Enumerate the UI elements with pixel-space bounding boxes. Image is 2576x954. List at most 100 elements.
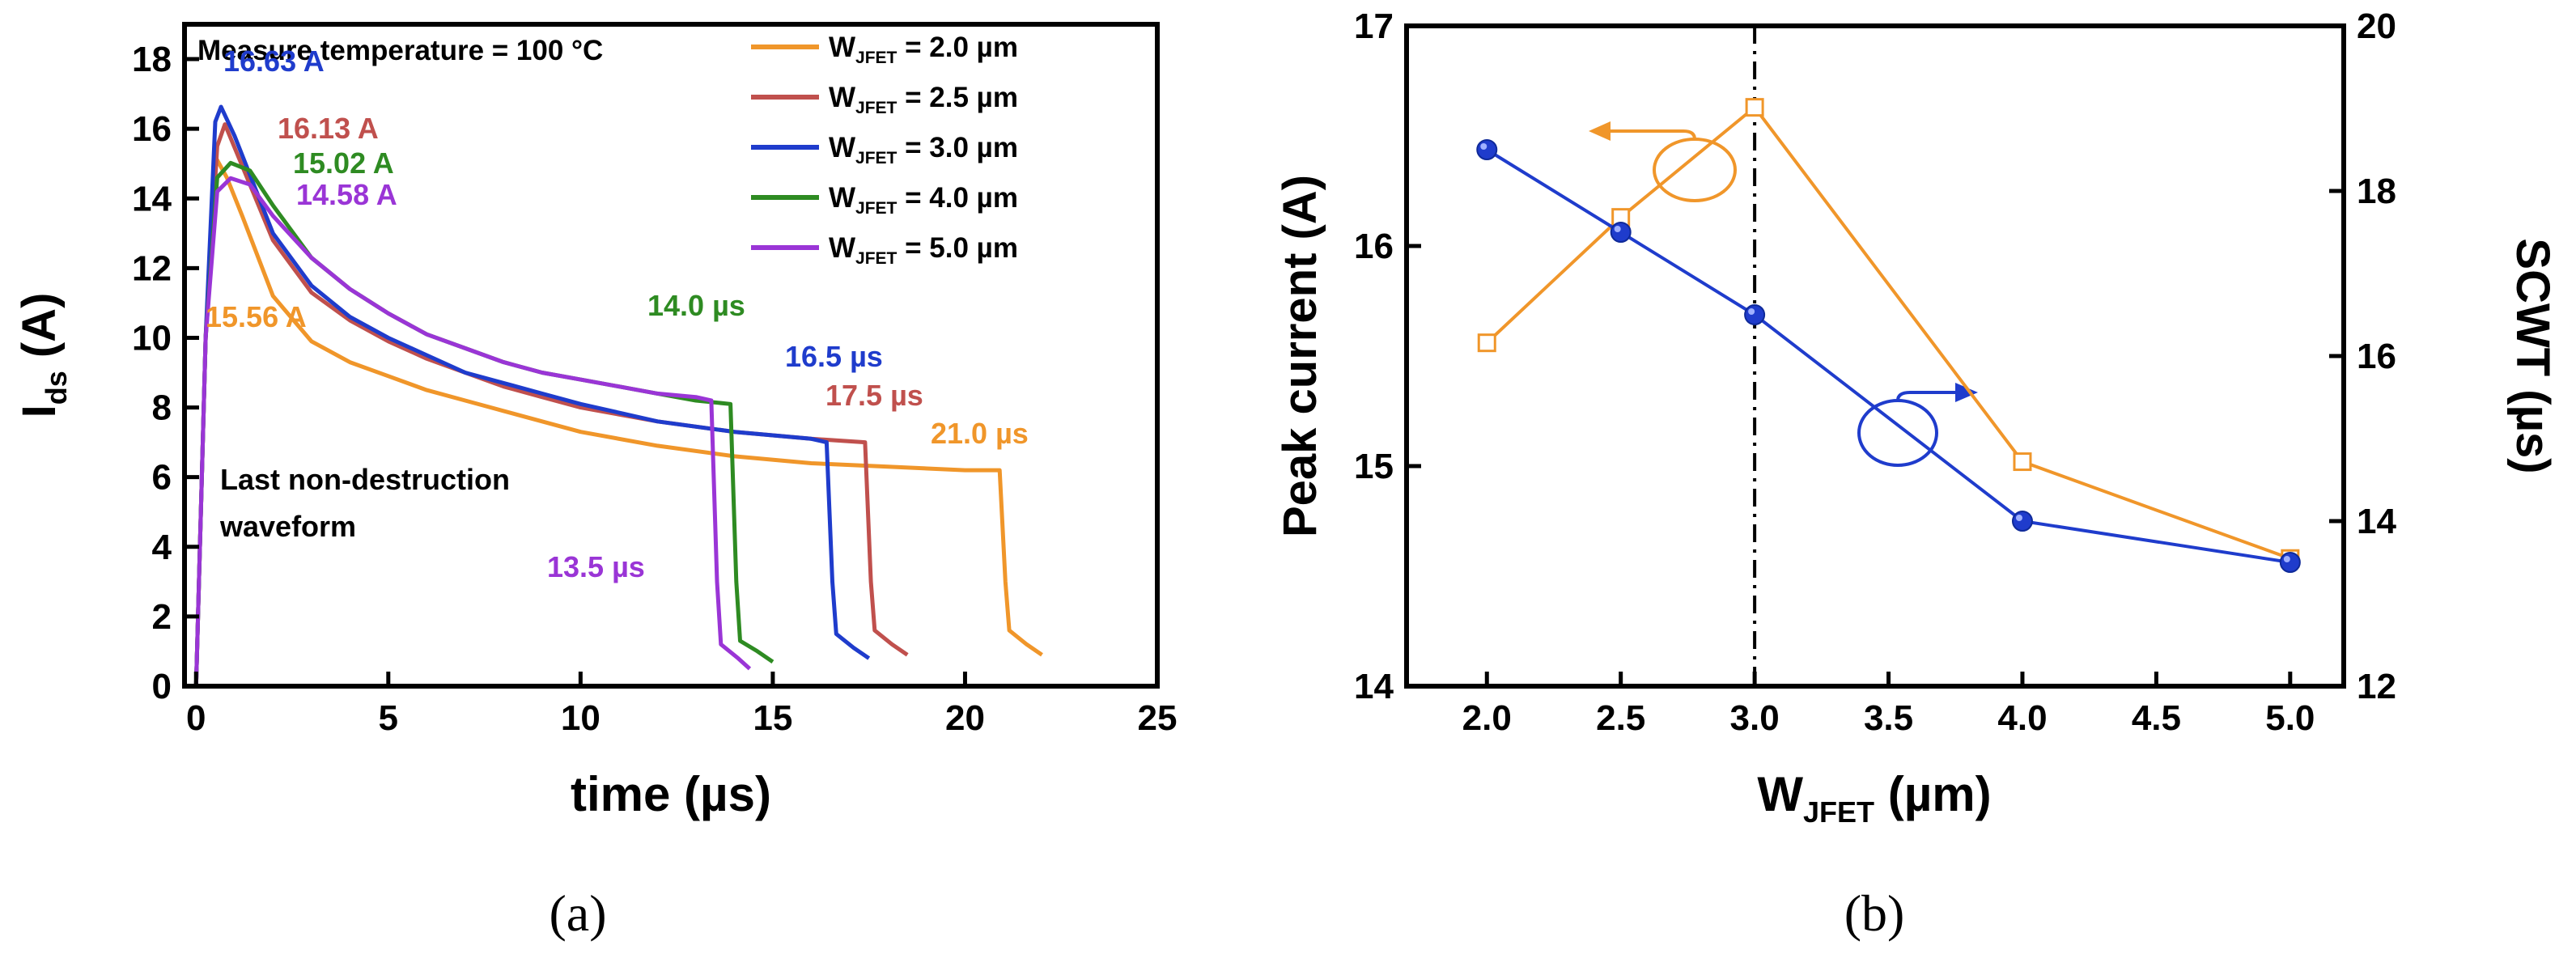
b-yl-tick-label: 17 (1354, 6, 1394, 46)
series-line-0 (193, 155, 1043, 687)
legend-prefix: W (829, 132, 855, 163)
legend-prefix: W (829, 232, 855, 264)
legend-prefix: W (829, 32, 855, 63)
b-yl-tick-label: 14 (1354, 667, 1394, 706)
b-series-line-1 (1486, 148, 2291, 564)
legend-value: = 5.0 µm (897, 232, 1018, 264)
legend-value: = 2.0 µm (897, 32, 1018, 63)
y-tick-label: 14 (132, 179, 172, 218)
panel-b-ylabel-left: Peak current (A) (1274, 175, 1326, 537)
legend-prefix: W (829, 182, 855, 214)
x-tick-label: 15 (753, 698, 792, 738)
panel-a-traces (193, 104, 1043, 687)
y-tick-label: 4 (152, 528, 172, 567)
peak-current-marker (1745, 98, 1764, 117)
right-arrow-icon (1955, 383, 1978, 402)
scwt-marker (1744, 304, 1766, 325)
legend-label-1: WJFET = 2.5 µm (829, 82, 1018, 117)
left-arrow-icon (1589, 121, 1611, 141)
scwt-marker-highlight (2283, 556, 2290, 562)
peak-current-marker (1477, 333, 1496, 353)
panel-a-ticks: 0 5 10 15 20 25 0 2 4 6 8 10 12 14 16 18 (132, 40, 1177, 738)
scwt-marker-highlight (1614, 226, 1621, 232)
scwt-marker (1610, 222, 1632, 243)
b-x-tick-label: 2.5 (1596, 698, 1645, 738)
x-tick-label: 5 (379, 698, 398, 738)
panel-a-ylabel: Ids (A) (13, 293, 73, 418)
series-line-2 (193, 104, 871, 687)
b-yl-tick-label: 15 (1354, 447, 1394, 486)
legend-label-2: WJFET = 3.0 µm (829, 132, 1018, 167)
legend-prefix: W (829, 82, 855, 113)
y-tick-label: 8 (152, 388, 172, 428)
b-yr-tick-label: 16 (2357, 337, 2396, 376)
b-x-tick-label: 3.0 (1730, 698, 1780, 738)
legend-sub: JFET (855, 249, 898, 268)
peak-current-label-1: 16.13 A (278, 112, 379, 145)
legend-label-4: WJFET = 5.0 µm (829, 232, 1018, 268)
panel-b-caption: (b) (1844, 884, 1905, 942)
legend-value: = 3.0 µm (897, 132, 1018, 163)
panel-a-chart: 0 5 10 15 20 25 0 2 4 6 8 10 12 14 16 18 Measure temper… (13, 22, 1177, 942)
scwt-marker-highlight (1748, 308, 1755, 315)
y-tick-label: 2 (152, 597, 172, 637)
panel-a-xlabel: time (µs) (571, 767, 771, 821)
b-yr-tick-label: 20 (2357, 6, 2396, 46)
b-yr-tick-label: 14 (2357, 502, 2396, 541)
panel-a-annotations: 15.56 A 21.0 µs 16.13 A 17.5 µs 16.63 A 16.5 … (206, 45, 1029, 583)
x-tick-label: 0 (186, 698, 206, 738)
x-tick-label: 20 (945, 698, 985, 738)
panel-b-series (1476, 98, 2301, 573)
legend-sub: JFET (855, 49, 898, 67)
scwt-indicator-ellipse (1857, 399, 1938, 467)
x-tick-label: 10 (561, 698, 601, 738)
peak-current-label-3: 15.02 A (293, 146, 394, 180)
b-x-tick-label: 5.0 (2265, 698, 2315, 738)
scwt-label-2: 16.5 µs (785, 340, 883, 373)
scwt-label-3: 14.0 µs (647, 289, 745, 322)
b-series-line-0 (1485, 104, 2291, 561)
y-tick-label: 6 (152, 458, 172, 498)
y-tick-label: 10 (132, 318, 172, 358)
series-line-4 (193, 176, 752, 687)
x-tick-label: 25 (1138, 698, 1178, 738)
peak-current-label-2: 16.63 A (223, 45, 325, 78)
legend-value: = 2.5 µm (897, 82, 1018, 113)
panel-b-chart: 2.0 2.5 3.0 3.5 4.0 4.5 5.0141516171214161820 … (1274, 6, 2559, 942)
b-x-tick-label: 4.5 (2132, 698, 2181, 738)
scwt-marker-highlight (1480, 143, 1487, 150)
scwt-label-0: 21.0 µs (931, 417, 1029, 450)
panel-b-axis-indicators (1589, 121, 1978, 467)
left-arrow-line (1606, 129, 1696, 140)
legend-label-3: WJFET = 4.0 µm (829, 182, 1018, 218)
scwt-marker (1476, 139, 1498, 160)
peak-current-indicator-ellipse (1653, 138, 1737, 202)
right-arrow-line (1896, 391, 1959, 401)
peak-current-label-0: 15.56 A (206, 300, 307, 333)
panel-b-ticks: 2.0 2.5 3.0 3.5 4.0 4.5 5.0 14 15 16 17 12 14 16 18 20 (1354, 6, 2396, 738)
panel-a-note-line1: Last non-destruction (220, 463, 510, 496)
panel-a-note-line2: waveform (219, 510, 356, 543)
scwt-marker-highlight (2015, 515, 2022, 521)
panel-a-frame (182, 22, 1160, 689)
y-tick-label: 18 (132, 40, 172, 79)
panel-b-ylabel-right: SCWT (µs) (2506, 238, 2559, 473)
peak-current-marker (2013, 452, 2032, 472)
peak-current-label-4: 14.58 A (296, 178, 397, 211)
legend-sub: JFET (855, 199, 898, 218)
panel-b-xlabel: WJFET (µm) (1757, 767, 1991, 829)
y-tick-label: 12 (132, 248, 172, 288)
scwt-marker (2011, 511, 2033, 532)
scwt-label-4: 13.5 µs (547, 550, 645, 583)
legend-label-0: WJFET = 2.0 µm (829, 32, 1018, 67)
legend-sub: JFET (855, 149, 898, 167)
scwt-label-1: 17.5 µs (825, 379, 923, 412)
scwt-marker (2279, 552, 2301, 573)
y-tick-label: 16 (132, 109, 172, 149)
legend-sub: JFET (855, 99, 898, 117)
b-x-tick-label: 2.0 (1462, 698, 1512, 738)
b-yl-tick-label: 16 (1354, 227, 1394, 266)
b-x-tick-label: 3.5 (1864, 698, 1913, 738)
